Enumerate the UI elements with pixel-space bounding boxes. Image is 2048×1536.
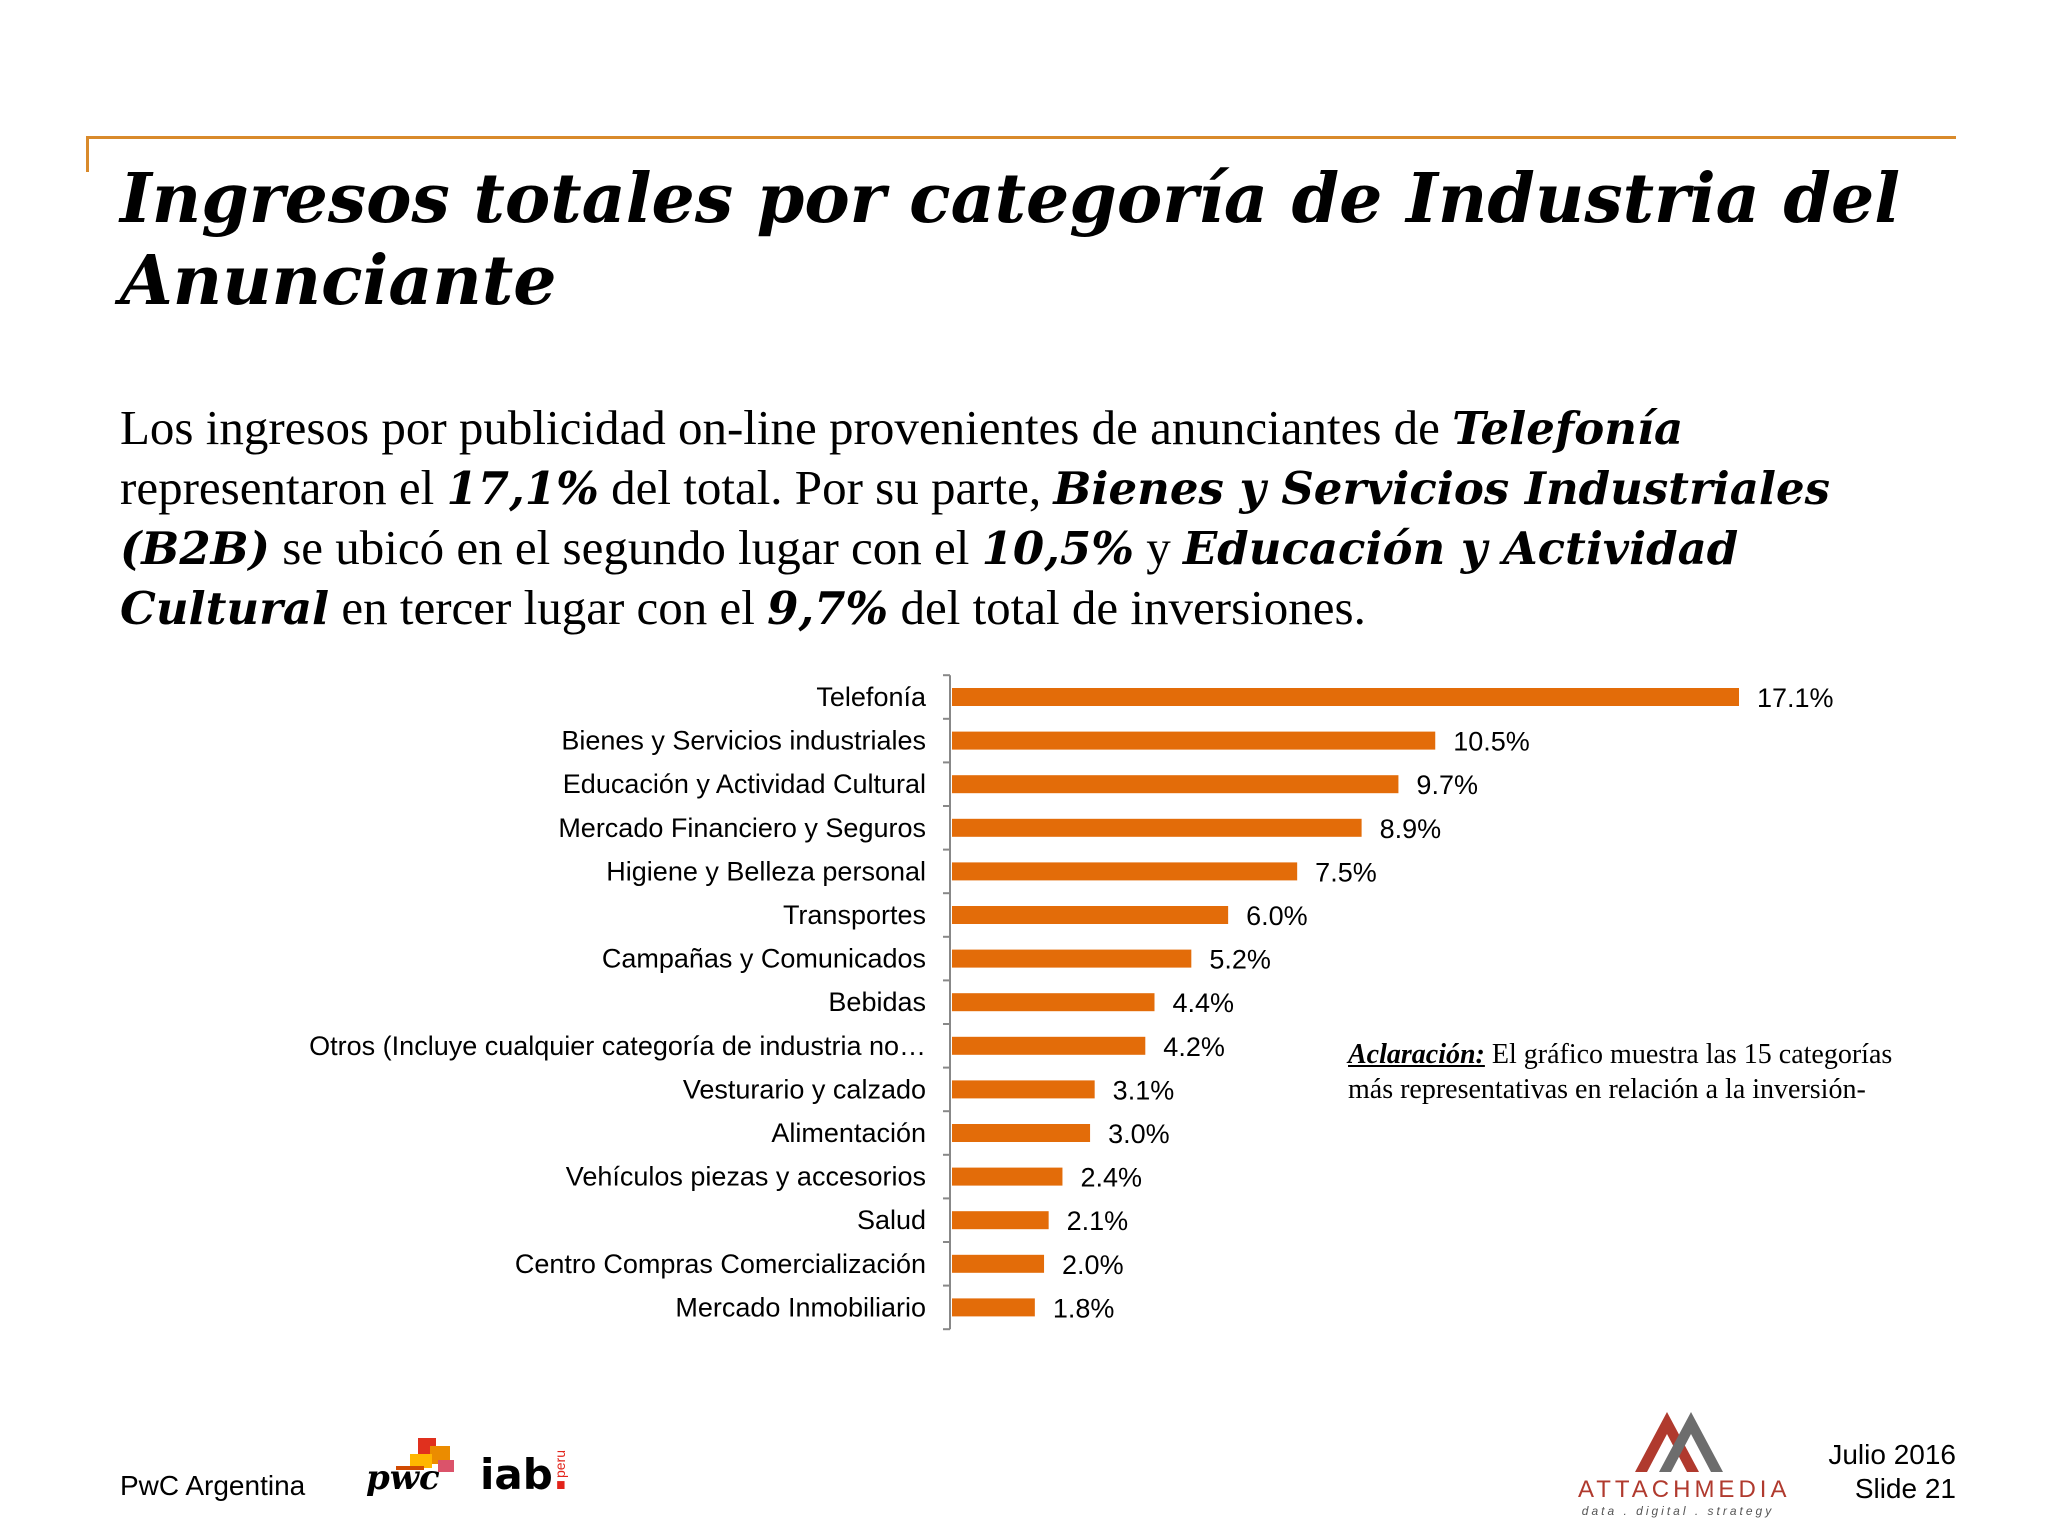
slide-frame-top [86, 136, 1956, 139]
bar [952, 1167, 1063, 1186]
note-text: El gráfico muestra las 15 categorías más… [1348, 1039, 1893, 1105]
footer-date-slide: Julio 2016 Slide 21 [1828, 1438, 1956, 1506]
data-label: 6.0% [1246, 901, 1308, 931]
chart-note: Aclaración: El gráfico muestra las 15 ca… [1348, 1037, 1908, 1107]
body-segment: en tercer lugar con el [329, 580, 768, 635]
slide-title: Ingresos totales por categoría de Indust… [120, 159, 1901, 321]
bar [952, 1298, 1035, 1317]
category-label: Otros (Incluye cualquier categoría de in… [309, 1031, 926, 1061]
pwc-logo-icon [396, 1438, 454, 1472]
category-label: Centro Compras Comercialización [515, 1249, 926, 1279]
category-label: Vehículos piezas y accesorios [566, 1162, 926, 1192]
body-segment: y [1133, 520, 1183, 575]
body-emphasis: Bienes y Servicios Industriales (B2B) [120, 462, 1830, 575]
bar [952, 1080, 1095, 1099]
bar [952, 1211, 1049, 1230]
body-segment: del total. Por su parte, [598, 460, 1054, 515]
data-label: 2.0% [1062, 1250, 1124, 1280]
bar [952, 1036, 1146, 1055]
category-label: Educación y Actividad Cultural [563, 769, 926, 799]
category-label: Vesturario y calzado [683, 1074, 926, 1104]
category-label: Transportes [783, 900, 926, 930]
slide-body-text: Los ingresos por publicidad on-line prov… [120, 398, 1950, 638]
bar [952, 688, 1739, 706]
data-label: 3.0% [1108, 1119, 1170, 1149]
pwc-logo: pwc [366, 1458, 440, 1498]
data-label: 1.8% [1053, 1293, 1115, 1323]
category-label: Alimentación [771, 1118, 926, 1148]
body-segment: se ubicó en el segundo lugar con el [269, 520, 982, 575]
data-label: 17.1% [1757, 683, 1834, 713]
iab-logo-dot: . [552, 1450, 569, 1499]
data-label: 2.4% [1080, 1163, 1142, 1193]
bar [952, 818, 1362, 837]
bar [952, 993, 1155, 1012]
footer-slide-number: Slide 21 [1854, 1473, 1956, 1504]
body-emphasis: 17,1% [446, 462, 599, 515]
bar [952, 731, 1436, 750]
footer-organization: PwC Argentina [120, 1470, 306, 1501]
data-label: 5.2% [1209, 945, 1271, 975]
bar-chart: Telefonía 17.1% Bienes y Servicios industr… [309, 674, 1834, 1331]
data-label: 2.1% [1067, 1206, 1129, 1236]
category-label: Campañas y Comunicados [602, 944, 926, 974]
bar [952, 949, 1192, 968]
attachmedia-tagline: data . digital . strategy [1581, 1504, 1775, 1518]
bar [952, 775, 1399, 794]
body-segment: del total de inversiones. [888, 580, 1366, 635]
data-label: 9.7% [1416, 770, 1478, 800]
data-label: 10.5% [1453, 727, 1530, 757]
body-emphasis: 9,7% [767, 582, 889, 635]
data-label: 3.1% [1113, 1075, 1175, 1105]
iab-logo-text: iab [480, 1450, 553, 1499]
category-label: Telefonía [816, 682, 927, 712]
iab-logo-sub: peru [552, 1450, 568, 1479]
category-label: Mercado Inmobiliario [675, 1292, 926, 1322]
footer-date: Julio 2016 [1828, 1439, 1956, 1470]
data-label: 4.4% [1173, 988, 1235, 1018]
iab-logo: iab. [480, 1450, 569, 1499]
body-segment: Los ingresos por publicidad on-line prov… [120, 400, 1453, 455]
attachmedia-logo-icon [1635, 1412, 1723, 1472]
bar [952, 906, 1229, 924]
data-label: 7.5% [1315, 857, 1377, 887]
body-emphasis: Telefonía [1452, 402, 1684, 455]
bar [952, 1254, 1045, 1273]
category-label: Salud [857, 1205, 926, 1235]
category-label: Bienes y Servicios industriales [561, 726, 926, 756]
data-label: 4.2% [1163, 1032, 1225, 1062]
bar [952, 1124, 1091, 1142]
slide-frame-left [86, 136, 89, 172]
category-label: Higiene y Belleza personal [606, 856, 926, 886]
body-segment: representaron el [120, 460, 447, 515]
body-emphasis: 10,5% [981, 522, 1134, 575]
note-label: Aclaración: [1348, 1039, 1485, 1070]
category-label: Bebidas [828, 987, 926, 1017]
bar [952, 862, 1298, 881]
category-label: Mercado Financiero y Seguros [558, 813, 926, 843]
data-label: 8.9% [1380, 814, 1442, 844]
attachmedia-logo: ATTACHMEDIA [1578, 1476, 1791, 1503]
body-emphasis: Educación y Actividad Cultural [120, 522, 1739, 635]
